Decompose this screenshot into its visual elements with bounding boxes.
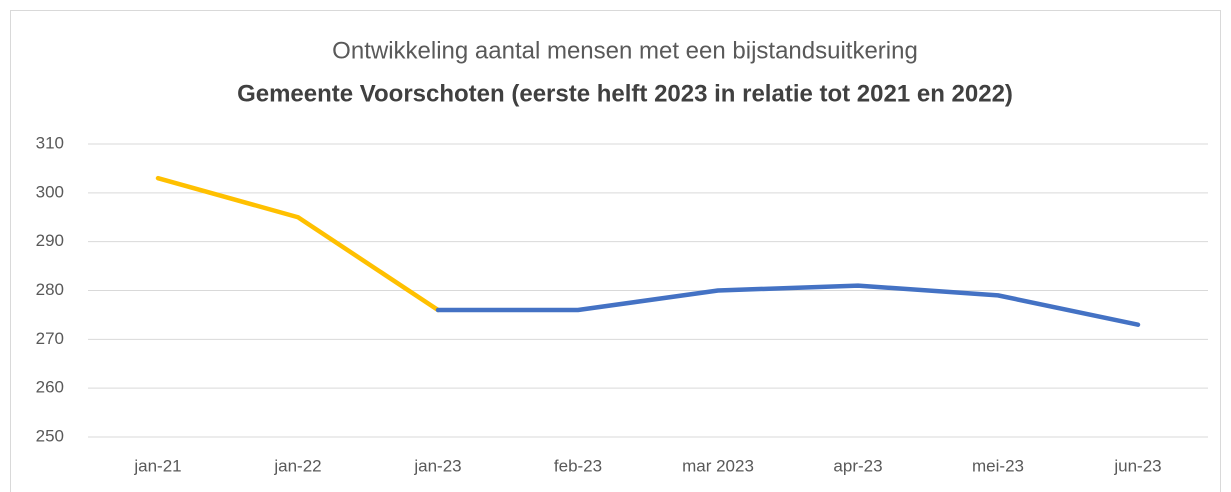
- line-series: [435, 283, 1141, 327]
- x-tick-label: apr-23: [833, 456, 882, 475]
- y-tick-label: 280: [36, 280, 64, 299]
- x-tick-label: mar 2023: [682, 456, 754, 475]
- x-tick-label: feb-23: [554, 456, 602, 475]
- x-tick-label: mei-23: [972, 456, 1024, 475]
- chart-border: [10, 10, 1221, 492]
- x-tick-label: jan-23: [413, 456, 461, 475]
- chart-title: Ontwikkeling aantal mensen met een bijst…: [332, 37, 918, 64]
- y-tick-label: 250: [36, 426, 64, 445]
- y-tick-label: 270: [36, 329, 64, 348]
- y-tick-label: 300: [36, 182, 64, 201]
- y-tick-label: 290: [36, 231, 64, 250]
- line-series: [155, 175, 441, 313]
- chart-subtitle: Gemeente Voorschoten (eerste helft 2023 …: [237, 80, 1013, 107]
- x-tick-label: jun-23: [1113, 456, 1161, 475]
- y-tick-label: 260: [36, 378, 64, 397]
- x-tick-label: jan-21: [133, 456, 181, 475]
- x-tick-label: jan-22: [273, 456, 321, 475]
- y-tick-label: 310: [36, 133, 64, 152]
